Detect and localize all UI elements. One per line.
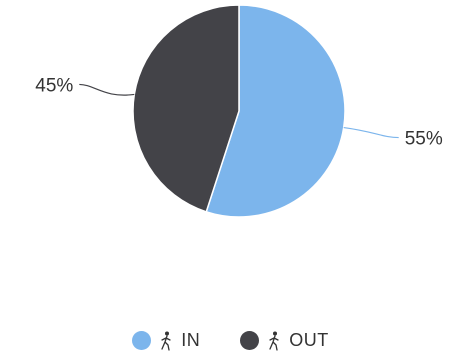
chart-legend: IN OUT	[0, 330, 461, 351]
walker-icon	[161, 331, 171, 351]
data-label-out: 45%	[35, 75, 73, 96]
connector-in	[343, 126, 399, 139]
pie-slice-out[interactable]	[132, 4, 240, 213]
legend-label-out: OUT	[289, 330, 329, 350]
legend-item-in[interactable]: IN	[132, 330, 200, 351]
pie-slice-in[interactable]	[205, 4, 346, 218]
legend-label-in: IN	[181, 330, 201, 350]
legend-swatch-out	[240, 331, 260, 350]
connector-out	[79, 83, 135, 96]
data-label-in: 55%	[405, 129, 443, 150]
legend-item-out[interactable]: OUT	[240, 330, 329, 351]
walker-icon	[269, 331, 279, 351]
legend-swatch-in	[132, 331, 152, 350]
